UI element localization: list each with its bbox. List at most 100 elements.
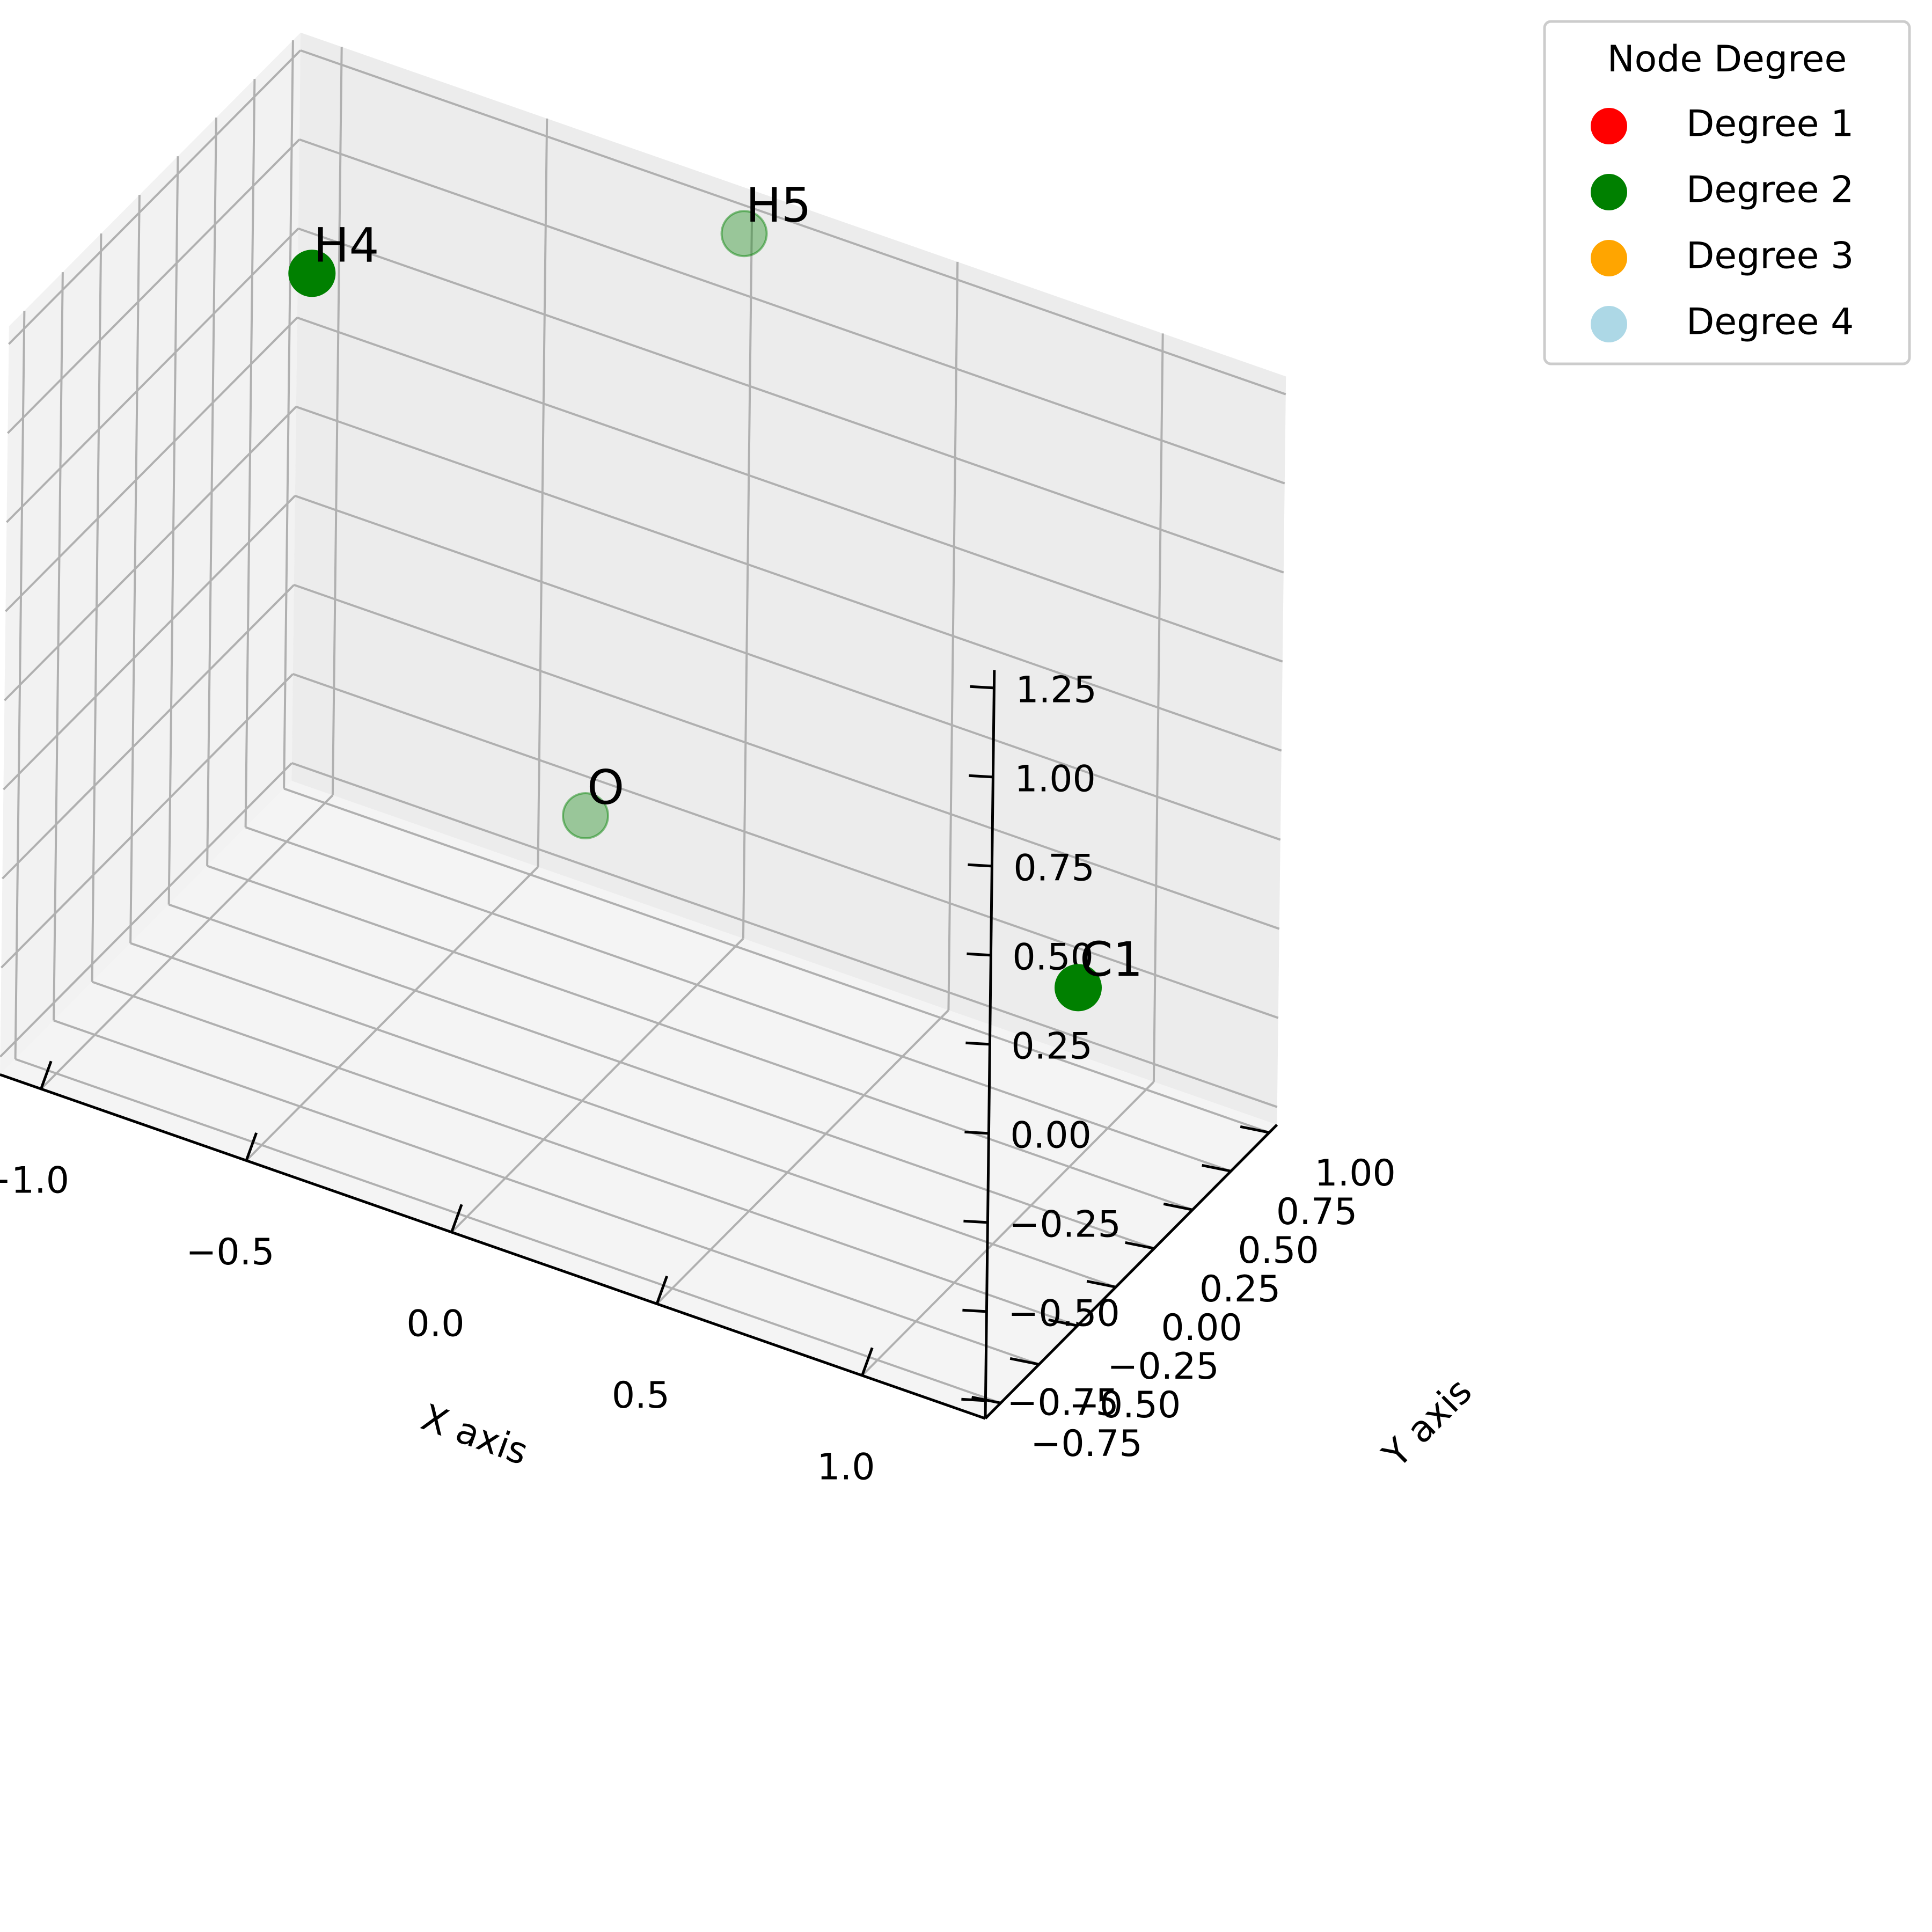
x-tick-label: −1.0: [0, 1160, 69, 1202]
tick-mark: [1240, 1125, 1270, 1134]
grid-line: [300, 49, 1286, 396]
grid-line: [294, 584, 1280, 930]
grid-line: [3, 406, 297, 701]
tick-mark: [961, 1397, 986, 1402]
grid-line: [292, 673, 1279, 1019]
point-o: [562, 792, 609, 839]
tick-mark: [1202, 1163, 1232, 1173]
point-c1: [1055, 964, 1102, 1012]
tick-mark: [40, 1060, 53, 1089]
point-label: O: [587, 760, 624, 815]
legend-marker: [1591, 174, 1627, 210]
legend-label: Degree 3: [1686, 235, 1854, 277]
grid-line: [0, 762, 293, 1058]
legend-marker: [1591, 108, 1627, 144]
legend-label: Degree 1: [1686, 103, 1854, 145]
x-tick-label: 0.5: [612, 1374, 670, 1417]
grid-line: [299, 138, 1285, 485]
point-label: H4: [313, 217, 379, 273]
legend-label: Degree 4: [1686, 301, 1854, 343]
grid-line: [40, 794, 334, 1090]
grid-line: [656, 1009, 949, 1305]
point-h4: [288, 250, 336, 297]
tick-mark: [1163, 1202, 1193, 1211]
y-axis-line: [984, 1124, 1278, 1419]
z-tick-label: 0.00: [1010, 1114, 1091, 1157]
x-tick-label: 1.0: [817, 1446, 875, 1489]
y-tick-label: 0.75: [1276, 1191, 1357, 1233]
grid-line: [861, 1081, 1155, 1377]
grid-line: [6, 138, 301, 434]
y-tick-label: 0.25: [1199, 1268, 1280, 1311]
tick-mark: [655, 1275, 669, 1305]
y-tick-label: 0.50: [1238, 1230, 1319, 1272]
grid-line: [5, 228, 299, 523]
tick-mark: [245, 1132, 258, 1161]
legend-marker: [1591, 240, 1627, 276]
grid-line: [4, 317, 298, 612]
grid-line: [296, 406, 1282, 752]
grid-line: [298, 228, 1284, 574]
grid-line: [295, 495, 1281, 841]
grid-line: [168, 903, 1155, 1250]
tick-mark: [963, 1219, 988, 1224]
grid-line: [451, 938, 744, 1233]
tick-mark: [1086, 1279, 1116, 1289]
grid-line: [8, 49, 302, 345]
x-axis-label: X axis: [416, 1396, 533, 1474]
legend-entries: Degree 1 Degree 2 Degree 3 Degree 4: [1591, 103, 1854, 343]
legend-marker: [1591, 306, 1627, 342]
grid-line: [297, 317, 1283, 663]
tick-mark: [861, 1347, 874, 1376]
y-tick-label: −0.25: [1107, 1345, 1219, 1388]
y-tick-label: 1.00: [1314, 1152, 1395, 1195]
tick-mark: [965, 1041, 990, 1046]
tick-mark: [1048, 1318, 1078, 1327]
tick-mark: [969, 774, 993, 779]
y-tick-label: −0.50: [1069, 1384, 1181, 1426]
grid-line: [14, 1058, 1001, 1404]
z-tick-label: −0.50: [1008, 1292, 1119, 1335]
grid-line: [245, 866, 539, 1161]
grid-line: [130, 942, 1116, 1289]
y-tick-label: 0.00: [1161, 1307, 1242, 1349]
z-tick-label: 1.00: [1014, 758, 1095, 800]
grid-line: [0, 673, 294, 969]
grid-line: [2, 495, 296, 791]
z-tick-label: −0.75: [1007, 1381, 1118, 1424]
point-label: H5: [746, 178, 811, 233]
y-axis-label: Y axis: [1374, 1370, 1481, 1476]
grid-line: [1, 584, 295, 880]
grid-line: [245, 826, 1232, 1173]
legend-title: Node Degree: [1607, 38, 1847, 80]
tick-marks: [40, 685, 1270, 1404]
z-tick-label: 0.25: [1011, 1025, 1092, 1067]
tick-mark: [962, 1308, 987, 1313]
tick-mark: [450, 1204, 463, 1233]
data-points: O H4 H5 C1: [288, 178, 1143, 1012]
point-label: C1: [1080, 932, 1143, 987]
tick-mark: [967, 952, 991, 957]
x-tick-label: −0.5: [186, 1231, 274, 1274]
grid-line: [207, 865, 1193, 1211]
z-tick-label: 0.75: [1013, 847, 1094, 889]
pane-z: [0, 781, 1277, 1419]
grid-line: [291, 762, 1278, 1108]
tick-mark: [1125, 1241, 1155, 1250]
grid-line: [53, 1019, 1040, 1366]
tick-mark: [971, 1395, 1001, 1404]
z-tick-label: 1.25: [1015, 669, 1096, 711]
tick-labels: −1.0−0.50.00.51.0−0.75−0.50−0.250.000.25…: [0, 669, 1396, 1488]
x-tick-label: 0.0: [406, 1303, 464, 1345]
legend-label: Degree 2: [1686, 169, 1854, 211]
tick-mark: [970, 685, 994, 690]
tick-mark: [964, 1130, 989, 1135]
x-axis-line: [0, 1073, 986, 1420]
y-tick-label: −0.75: [1030, 1423, 1142, 1465]
z-tick-label: −0.25: [1009, 1203, 1121, 1246]
grid-lines: [0, 40, 1286, 1404]
point-h5: [720, 210, 768, 258]
grid-line: [91, 980, 1078, 1327]
